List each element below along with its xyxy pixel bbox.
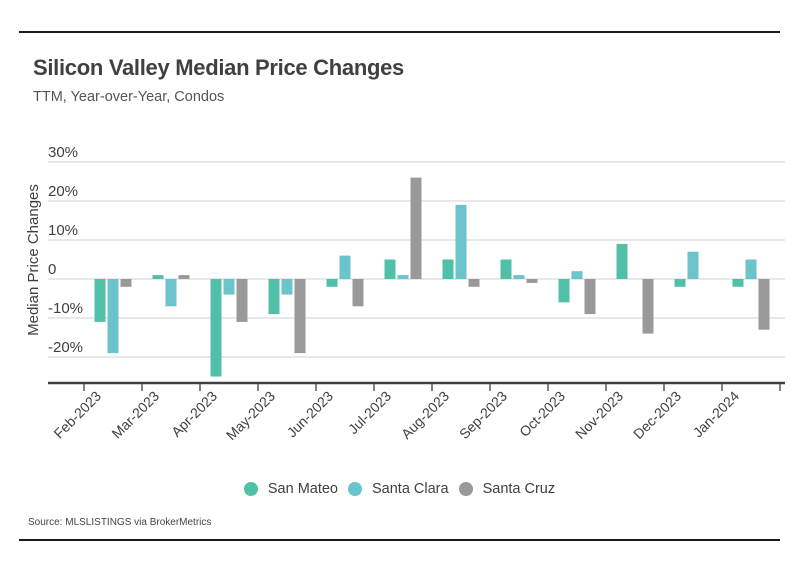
- bar-santa-clara-jun-2023: [339, 255, 351, 279]
- bar-santa-clara-may-2023: [281, 279, 293, 295]
- bar-san-mateo-apr-2023: [210, 279, 222, 377]
- bar-san-mateo-jan-2024: [732, 279, 744, 287]
- x-ticks: [83, 383, 781, 391]
- x-tick-label: May-2023: [223, 388, 278, 443]
- bar-santa-cruz-feb-2023: [120, 279, 132, 287]
- bar-santa-cruz-sep-2023: [526, 279, 538, 283]
- x-tick-label: Apr-2023: [168, 388, 220, 440]
- bar-san-mateo-feb-2023: [94, 279, 106, 322]
- bar-san-mateo-nov-2023: [616, 243, 628, 279]
- bar-santa-clara-feb-2023: [107, 279, 119, 354]
- y-tick-label: 0: [48, 261, 56, 278]
- x-tick-labels: Feb-2023 Mar-2023 Apr-2023 May-2023 Jun-2023…: [50, 388, 742, 443]
- bar-santa-cruz-jun-2023: [352, 279, 364, 307]
- y-axis-label: Median Price Changes: [25, 184, 42, 336]
- x-tick-label: Oct-2023: [516, 388, 568, 440]
- bar-santa-clara-sep-2023: [513, 275, 525, 279]
- legend-item-santa-clara: Santa Clara: [348, 481, 449, 497]
- y-tick-label: 10%: [48, 222, 78, 239]
- y-tick-label: -20%: [48, 339, 83, 356]
- legend-swatch: [458, 482, 473, 496]
- legend: San Mateo Santa Clara Santa Cruz: [0, 481, 799, 497]
- bar-santa-cruz-oct-2023: [584, 279, 596, 315]
- bar-san-mateo-may-2023: [268, 279, 280, 315]
- bar-santa-clara-dec-2023: [687, 251, 699, 279]
- legend-label: Santa Clara: [372, 481, 449, 497]
- bar-santa-cruz-apr-2023: [236, 279, 248, 322]
- bars: [94, 177, 770, 377]
- legend-swatch: [243, 482, 258, 496]
- bar-san-mateo-jul-2023: [384, 259, 396, 279]
- bar-santa-cruz-jan-2024: [758, 279, 770, 330]
- bar-san-mateo-dec-2023: [674, 279, 686, 287]
- chart-title: Silicon Valley Median Price Changes: [33, 55, 404, 80]
- y-tick-labels: -20% -10% 0 10% 20% 30%: [48, 144, 83, 356]
- bar-santa-clara-mar-2023: [165, 279, 177, 307]
- bar-santa-cruz-mar-2023: [178, 275, 190, 279]
- bar-san-mateo-aug-2023: [442, 259, 454, 279]
- bar-santa-clara-jul-2023: [397, 275, 409, 279]
- chart-subtitle: TTM, Year-over-Year, Condos: [33, 89, 225, 105]
- bar-san-mateo-sep-2023: [500, 259, 512, 279]
- y-tick-label: 30%: [48, 144, 78, 161]
- bar-san-mateo-mar-2023: [152, 275, 164, 279]
- y-tick-label: 20%: [48, 183, 78, 200]
- x-tick-label: Jan-2024: [690, 388, 743, 441]
- bottom-rule: [19, 539, 780, 541]
- x-tick-label: Aug-2023: [398, 388, 452, 442]
- legend-item-santa-cruz: Santa Cruz: [458, 481, 556, 497]
- x-tick-label: Dec-2023: [630, 388, 684, 442]
- legend-item-san-mateo: San Mateo: [243, 481, 338, 497]
- x-tick-label: Nov-2023: [572, 388, 626, 442]
- bar-santa-cruz-aug-2023: [468, 279, 480, 287]
- x-tick-label: Feb-2023: [50, 388, 104, 442]
- bar-santa-cruz-nov-2023: [642, 279, 654, 334]
- legend-label: Santa Cruz: [482, 481, 556, 497]
- y-tick-label: -10%: [48, 300, 83, 317]
- bar-santa-cruz-may-2023: [294, 279, 306, 354]
- bar-san-mateo-jun-2023: [326, 279, 338, 287]
- bar-santa-clara-jan-2024: [745, 259, 757, 279]
- bar-santa-clara-oct-2023: [571, 271, 583, 279]
- legend-label: San Mateo: [267, 481, 338, 497]
- bar-santa-clara-apr-2023: [223, 279, 235, 295]
- bar-santa-clara-aug-2023: [455, 204, 467, 279]
- bar-san-mateo-oct-2023: [558, 279, 570, 303]
- x-tick-label: Jun-2023: [284, 388, 337, 441]
- top-rule: [19, 31, 780, 33]
- x-tick-label: Jul-2023: [345, 388, 394, 437]
- x-tick-label: Mar-2023: [108, 388, 162, 442]
- bar-santa-cruz-jul-2023: [410, 177, 422, 279]
- x-tick-label: Sep-2023: [456, 388, 510, 442]
- source-note: Source: MLSLISTINGS via BrokerMetrics: [28, 517, 212, 528]
- legend-swatch: [348, 482, 362, 496]
